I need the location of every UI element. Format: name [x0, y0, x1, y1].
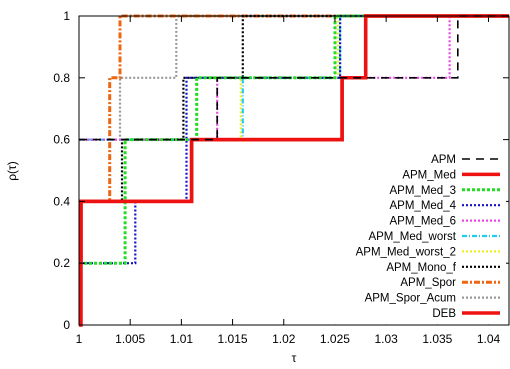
y-tick-label: 0 [63, 318, 70, 332]
y-tick-label: 0.8 [53, 71, 70, 85]
plot-frame [78, 15, 510, 326]
legend-label: APM_Spor [400, 277, 456, 289]
legend-label: APM_Med_worst_2 [356, 246, 456, 258]
y-tick-label: 0.6 [53, 133, 70, 147]
series-line-apm-mono-f [79, 14, 509, 203]
x-tick-label: 1 [76, 332, 83, 346]
legend-entry-apm-med: APM_Med [402, 169, 500, 181]
x-tick-label: 1.035 [422, 332, 452, 346]
legend-label: APM_Mono_f [386, 262, 456, 274]
legend-label: APM_Med_3 [390, 185, 456, 197]
x-axis-label: τ [292, 351, 297, 365]
x-tick-label: 1.02 [272, 332, 296, 346]
series-line-apm-med-3 [79, 14, 509, 265]
y-tick-label: 0.2 [53, 256, 70, 270]
ticks-layer: 1 1.005 1.01 1.015 1.02 1.025 1.03 1.035 1.04 0 0.… [53, 9, 509, 346]
y-axis-label: ρ(τ) [5, 161, 19, 181]
legend-entry-apm-mono-f: APM_Mono_f [386, 262, 500, 274]
legend-entry-apm-spor-acum: APM_Spor_Acum [365, 293, 500, 305]
x-tick-label: 1.03 [374, 332, 398, 346]
y-tick-label: 1 [63, 9, 70, 23]
x-tick-label: 1.015 [218, 332, 248, 346]
legend: APM APM_Med APM_Med_3 APM_Med_4 APM_Med_6 APM… [287, 149, 506, 325]
legend-entry-apm-med-4: APM_Med_4 [390, 200, 500, 212]
x-tick-label: 1.025 [320, 332, 350, 346]
y-tick-label: 0.4 [53, 194, 70, 208]
legend-entry-apm: APM [431, 154, 500, 166]
series-line-apm-med [79, 14, 509, 265]
legend-label: DEB [432, 308, 456, 320]
legend-label: APM [431, 154, 456, 166]
legend-label: APM_Med_6 [390, 216, 456, 228]
legend-entry-apm-spor: APM_Spor [400, 277, 500, 289]
legend-label: APM_Spor_Acum [365, 293, 456, 305]
legend-label: APM_Med [402, 169, 456, 181]
legend-entry-apm-med-worst: APM_Med_worst [368, 231, 500, 243]
legend-label: APM_Med_4 [390, 200, 457, 212]
legend-label: APM_Med_worst [368, 231, 456, 243]
x-tick-label: 1.04 [477, 332, 501, 346]
legend-entry-deb: DEB [432, 308, 500, 320]
legend-entry-apm-med-6: APM_Med_6 [390, 216, 500, 228]
legend-entry-apm-med-3: APM_Med_3 [390, 185, 500, 197]
legend-entry-apm-med-worst-2: APM_Med_worst_2 [356, 246, 500, 258]
x-tick-label: 1.01 [170, 332, 194, 346]
x-tick-label: 1.005 [115, 332, 145, 346]
